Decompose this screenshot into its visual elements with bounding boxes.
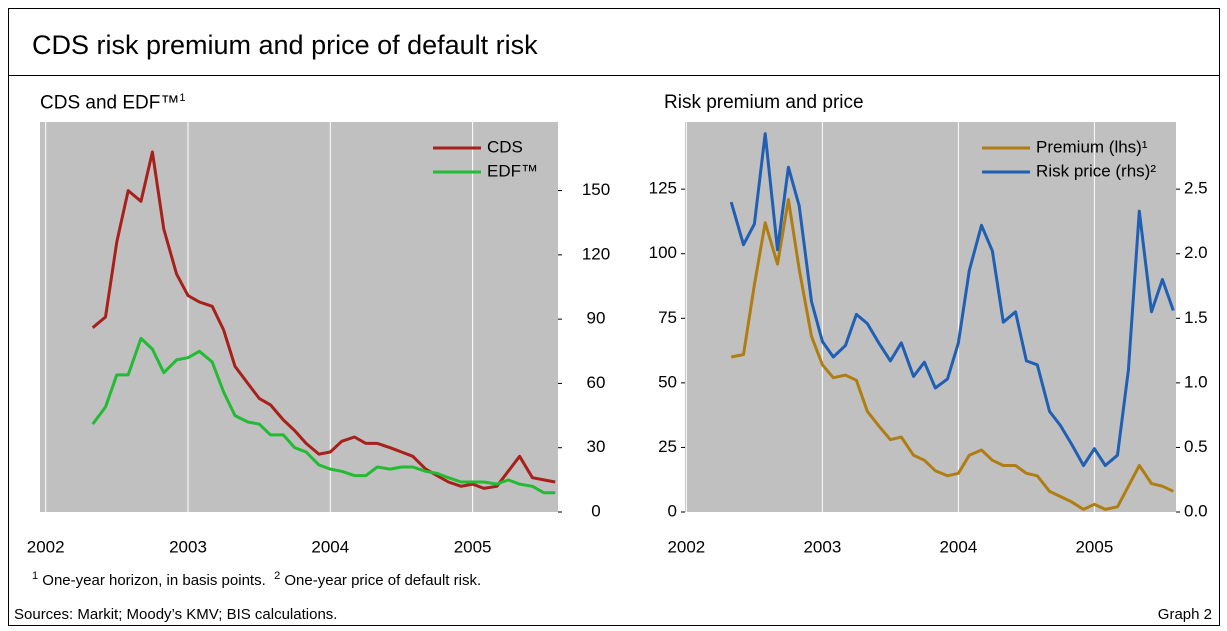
legend-label: CDS [487, 137, 523, 156]
y2-tick-label: 0.0 [1184, 501, 1208, 520]
x-tick-label: 2003 [169, 537, 207, 556]
y-tick-label: 90 [587, 309, 606, 328]
x-tick-label: 2002 [667, 537, 705, 556]
legend-label: EDF™ [487, 161, 538, 180]
series-line [729, 132, 1175, 467]
title-rule [8, 75, 1220, 76]
chart-title: Risk premium and price [664, 92, 864, 113]
y2-tick-label: 1.5 [1184, 308, 1208, 327]
x-tick-label: 2004 [939, 537, 977, 556]
y-tick-label: 25 [658, 437, 677, 456]
y2-tick-label: 1.0 [1184, 372, 1208, 391]
y-tick-label: 120 [582, 244, 610, 263]
series-line [91, 150, 556, 490]
title-note: 1 [179, 92, 186, 104]
legend-label: Premium (lhs)¹ [1036, 137, 1148, 156]
chart-title: CDS and EDF™1 [40, 92, 186, 114]
graph-label: Graph 2 [1157, 606, 1212, 623]
x-tick-label: 2005 [1075, 537, 1113, 556]
footnote: One-year price of default risk. [284, 572, 482, 589]
sources: Sources: Markit; Moody’s KMV; BIS calcul… [14, 606, 338, 623]
series-line [91, 336, 556, 495]
x-tick-label: 2003 [803, 537, 841, 556]
y2-tick-label: 0.5 [1184, 437, 1208, 456]
y-tick-label: 100 [649, 243, 677, 262]
y2-tick-label: 2.5 [1184, 179, 1208, 198]
y-tick-label: 0 [668, 501, 677, 520]
x-tick-label: 2005 [454, 537, 492, 556]
frame [8, 8, 1220, 626]
legend-label: Risk price (rhs)² [1036, 161, 1156, 180]
y-tick-label: 0 [591, 501, 600, 520]
footnote-marker: 2 [274, 570, 281, 582]
footnotes: 1 One-year horizon, in basis points. 2 O… [32, 570, 481, 589]
y-tick-label: 75 [658, 308, 677, 327]
footnote: One-year horizon, in basis points. [42, 572, 266, 589]
y-tick-label: 30 [587, 437, 606, 456]
y-tick-label: 50 [658, 372, 677, 391]
y-tick-label: 125 [649, 179, 677, 198]
series-line [730, 198, 1174, 511]
y-tick-label: 150 [582, 180, 610, 199]
y-tick-label: 60 [587, 373, 606, 392]
x-tick-label: 2002 [27, 537, 65, 556]
chart-title-text: CDS and EDF™ [40, 92, 180, 114]
plot-area [40, 122, 558, 512]
y2-tick-label: 2.0 [1184, 243, 1208, 262]
footnote-marker: 1 [32, 570, 39, 582]
x-tick-label: 2004 [311, 537, 349, 556]
page-title: CDS risk premium and price of default ri… [32, 30, 538, 60]
